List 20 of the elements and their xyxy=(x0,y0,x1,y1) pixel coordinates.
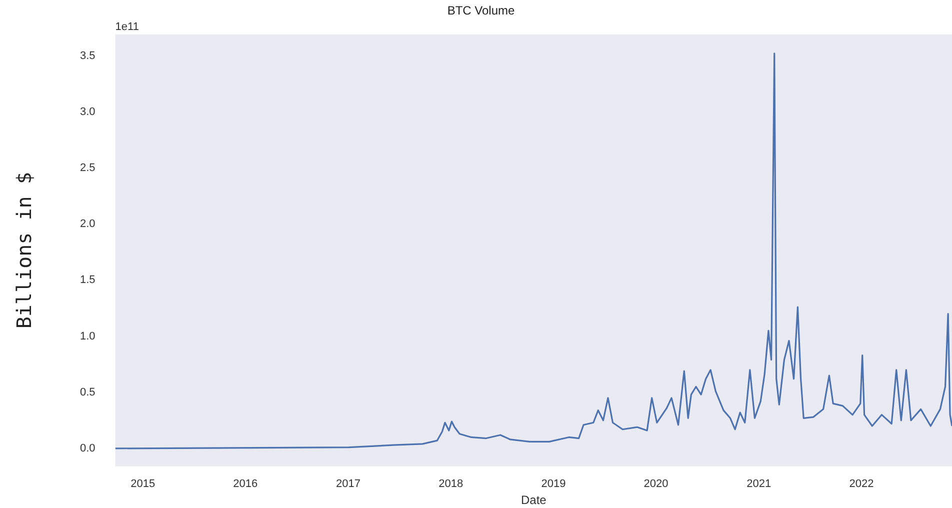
y-axis-title: Billions in $ xyxy=(12,172,36,329)
y-tick-label: 0.0 xyxy=(80,442,96,454)
y-tick-label: 3.0 xyxy=(80,106,96,118)
x-tick-label: 2019 xyxy=(541,478,566,490)
chart-title: BTC Volume xyxy=(447,4,516,18)
y-tick-label: 0.5 xyxy=(80,386,96,398)
x-tick-label: 2016 xyxy=(233,478,258,490)
x-axis-title: Date xyxy=(520,493,547,508)
y-tick-label: 1.5 xyxy=(80,274,96,286)
y-tick-label: 2.0 xyxy=(80,218,96,230)
y-tick-label: 1.0 xyxy=(80,330,96,342)
y-tick-label: 3.5 xyxy=(80,50,96,62)
x-tick-label: 2021 xyxy=(746,478,772,490)
x-tick-label: 2022 xyxy=(849,478,874,490)
y-tick-label: 2.5 xyxy=(80,162,96,174)
x-tick-label: 2015 xyxy=(130,478,156,490)
x-tick-label: 2018 xyxy=(438,478,464,490)
text: 1e11 xyxy=(115,20,139,33)
x-tick-label: 2020 xyxy=(644,478,668,490)
x-tick-label: 2017 xyxy=(336,478,361,490)
